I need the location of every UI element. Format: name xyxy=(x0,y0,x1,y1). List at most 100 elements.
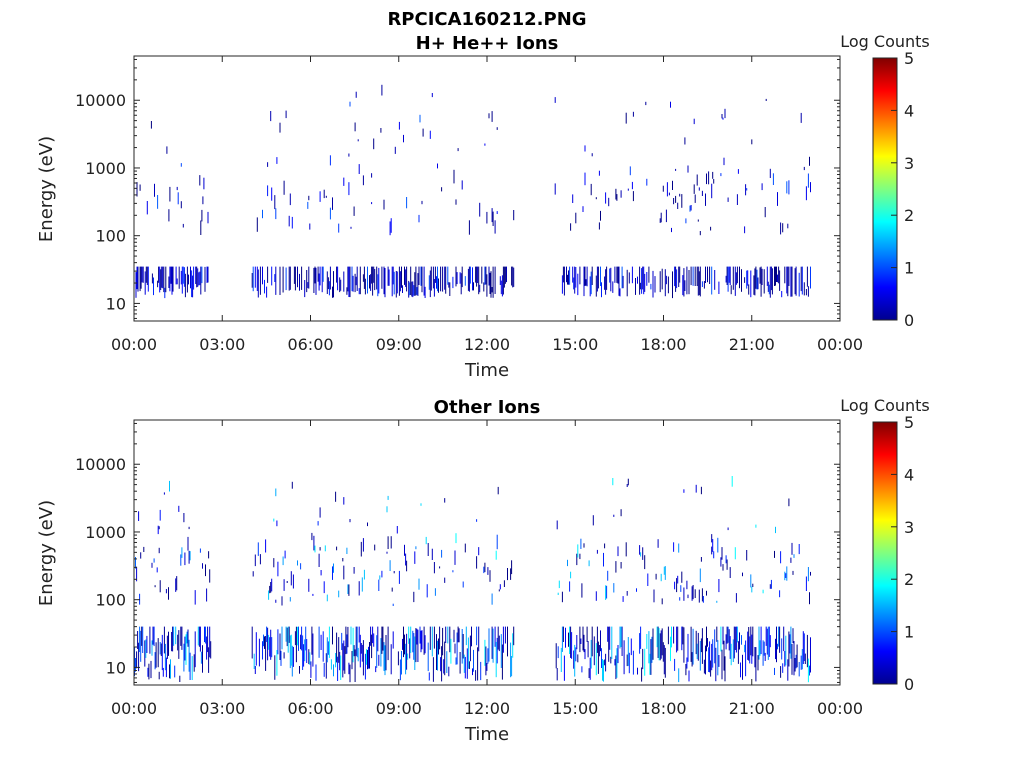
y-tick-label: 100 xyxy=(95,591,126,610)
spectrogram-cell xyxy=(387,536,389,549)
spectrogram-cell xyxy=(705,193,706,206)
spectrogram-cell xyxy=(709,266,711,284)
spectrogram-cell xyxy=(745,184,747,196)
spectrogram-cell xyxy=(720,173,722,177)
spectrogram-cell xyxy=(592,515,594,526)
spectrogram-cell xyxy=(806,266,808,287)
spectrogram-cell xyxy=(760,266,762,297)
spectrogram-cell xyxy=(496,637,498,664)
spectrogram-cell xyxy=(386,551,388,554)
spectrogram-cell xyxy=(384,268,386,298)
spectrogram-cell xyxy=(379,575,381,580)
spectrogram-cell xyxy=(631,181,633,190)
spectrogram-cell xyxy=(569,626,571,654)
spectrogram-cell xyxy=(185,634,187,665)
spectrogram-cell xyxy=(761,268,763,285)
spectrogram-cell xyxy=(348,584,350,596)
spectrogram-cell xyxy=(640,282,642,290)
spectrogram-cell xyxy=(684,280,686,291)
spectrogram-cell xyxy=(637,667,638,675)
spectrogram-cell xyxy=(651,636,653,663)
spectrogram-cell xyxy=(803,282,805,296)
spectrogram-cell xyxy=(344,646,346,674)
spectrogram-cell xyxy=(194,590,196,605)
spectrogram-cell xyxy=(496,127,498,130)
spectrogram-cell xyxy=(703,281,705,289)
spectrogram-cell xyxy=(136,566,138,582)
spectrogram-cell xyxy=(692,266,694,286)
spectrogram-cell xyxy=(407,653,409,660)
spectrogram-cell xyxy=(432,657,434,682)
spectrogram-cell xyxy=(659,271,661,293)
spectrogram-cell xyxy=(491,111,493,122)
spectrogram-cell xyxy=(415,266,417,296)
spectrogram-cell xyxy=(777,192,778,206)
spectrogram-cell xyxy=(381,84,383,96)
spectrogram-cell xyxy=(319,191,321,202)
spectrogram-cell xyxy=(292,574,294,589)
spectrogram-cell xyxy=(613,583,615,593)
spectrogram-cell xyxy=(626,654,628,667)
spectrogram-cell xyxy=(492,628,494,663)
spectrogram-cell xyxy=(275,488,277,497)
spectrogram-cell xyxy=(434,266,436,283)
spectrogram-cell xyxy=(579,626,581,653)
spectrogram-cell xyxy=(476,519,478,522)
spectrogram-cell xyxy=(161,266,163,288)
spectrogram-cell xyxy=(160,269,162,290)
spectrogram-cell xyxy=(629,166,631,176)
spectrogram-cell xyxy=(306,639,308,663)
spectrogram-cell xyxy=(275,266,277,295)
spectrogram-cell xyxy=(342,643,344,678)
spectrogram-cell xyxy=(176,576,178,591)
spectrogram-cell xyxy=(750,626,752,656)
spectrogram-cell xyxy=(402,638,403,650)
spectrogram-cell xyxy=(613,514,615,517)
spectrogram-cell xyxy=(791,644,793,675)
spectrogram-cell xyxy=(795,654,797,669)
spectrogram-cell xyxy=(596,266,598,292)
spectrogram-cell xyxy=(567,559,568,567)
spectrogram-cell xyxy=(289,597,291,602)
x-tick-label: 09:00 xyxy=(376,699,422,718)
spectrogram-cell xyxy=(353,567,355,574)
spectrogram-cell xyxy=(343,565,345,580)
spectrogram-cell xyxy=(674,266,676,287)
spectrogram-cell xyxy=(347,584,349,594)
spectrogram-cell xyxy=(789,634,791,654)
spectrogram-cell xyxy=(152,626,154,645)
spectrogram-cell xyxy=(609,268,611,283)
spectrogram-cell xyxy=(692,628,694,665)
spectrogram-cell xyxy=(688,670,690,682)
spectrogram-cell xyxy=(254,666,256,674)
spectrogram-cell xyxy=(764,652,766,661)
spectrogram-cell xyxy=(605,585,607,600)
spectrogram-cell xyxy=(456,272,458,285)
spectrogram-cell xyxy=(199,548,201,553)
spectrogram-cell xyxy=(165,266,167,293)
spectrogram-cell xyxy=(312,593,314,596)
spectrogram-cell xyxy=(740,662,741,678)
spectrogram-cell xyxy=(396,526,398,534)
spectrogram-cell xyxy=(713,179,715,184)
spectrogram-cell xyxy=(727,527,729,531)
spectrogram-cell xyxy=(275,599,277,603)
spectrogram-cell xyxy=(658,628,660,661)
spectrogram-cell xyxy=(488,113,490,119)
spectrogram-cell xyxy=(747,270,749,286)
spectrogram-cell xyxy=(620,626,622,647)
spectrogram-cell xyxy=(708,647,710,672)
spectrogram-cell xyxy=(721,649,723,680)
spectrogram-cell xyxy=(751,634,753,664)
spectrogram-cell xyxy=(500,280,502,295)
spectrogram-cell xyxy=(699,641,701,671)
spectrogram-cell xyxy=(354,122,356,132)
spectrogram-cell xyxy=(497,626,499,650)
spectrogram-cell xyxy=(318,273,320,291)
spectrogram-cell xyxy=(507,568,508,581)
spectrogram-cell xyxy=(309,652,311,665)
spectrogram-cell xyxy=(659,218,661,223)
spectrogram-cell xyxy=(487,648,489,664)
spectrogram-cell xyxy=(780,551,782,564)
spectrogram-cell xyxy=(476,626,478,646)
